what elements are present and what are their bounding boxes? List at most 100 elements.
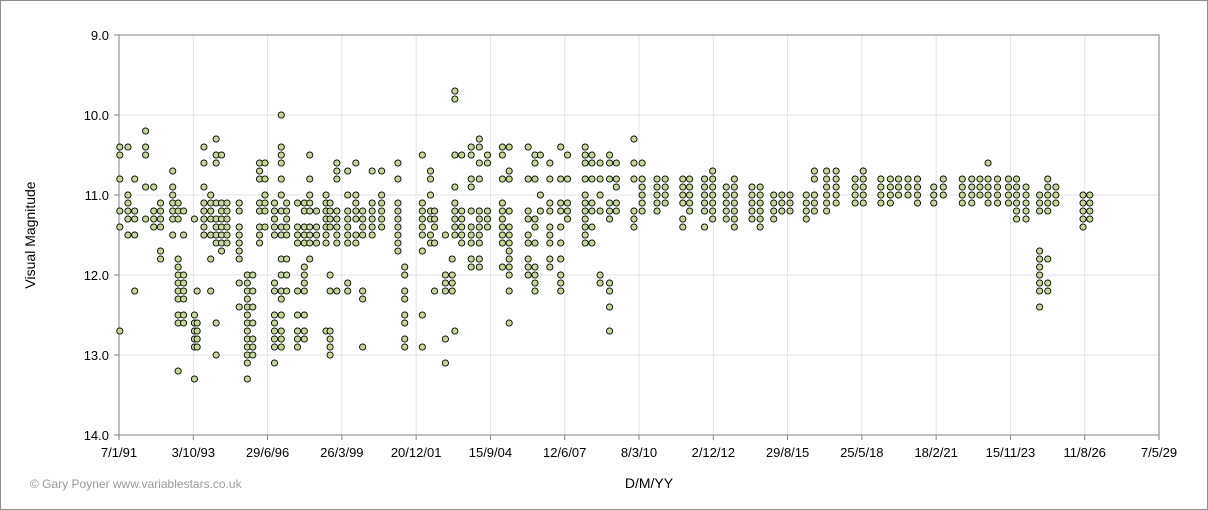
data-point [180,207,188,215]
data-point [431,223,439,231]
data-point [270,199,279,207]
data-point [1079,223,1087,231]
data-point [458,223,466,231]
data-point [300,263,308,271]
data-point [498,199,506,207]
data-point [352,191,360,199]
data-point [249,319,257,327]
data-point [426,175,435,183]
data-point [306,151,314,159]
data-point [312,207,321,215]
data-point [131,215,139,223]
y-axis-title: Visual Magnitude [22,181,38,288]
data-point [174,367,182,375]
data-point [1036,279,1044,287]
data-point [306,175,314,183]
data-point [709,191,717,199]
x-tick-label: 15/11/23 [986,445,1036,460]
data-point [200,143,208,151]
data-point [401,271,409,279]
data-point [939,175,947,183]
data-point [270,223,279,231]
data-point [475,135,483,143]
data-point [448,287,456,295]
data-point [169,191,177,199]
data-point [563,175,572,183]
data-point [458,239,466,247]
data-point [748,207,756,215]
data-point [730,191,738,199]
data-point [431,287,439,295]
data-point [458,151,466,159]
data-point [588,239,596,247]
data-point [156,199,165,207]
data-point [483,207,492,215]
data-point [418,223,426,231]
data-point [939,183,947,191]
data-point [116,151,124,159]
y-tick-label: 12.0 [84,268,109,283]
data-point [368,223,376,231]
data-point [394,239,402,247]
data-point [401,295,409,303]
data-point [859,175,867,183]
data-point [441,231,449,239]
data-point [700,199,709,207]
data-point [116,175,124,183]
data-point [418,311,426,319]
data-point [142,183,150,191]
data-point [293,287,302,295]
data-point [451,183,459,191]
data-point [352,231,360,239]
data-point [778,191,786,199]
data-point [243,279,251,287]
data-point [344,223,352,231]
data-point [401,343,409,351]
data-point [261,207,269,215]
data-point [306,223,314,231]
data-point [638,175,646,183]
data-point [606,199,614,207]
data-point [1044,175,1052,183]
data-point [1044,191,1052,199]
y-tick-label: 14.0 [84,428,109,443]
data-point [612,183,620,191]
data-point [686,175,694,183]
x-tick-label: 7/5/29 [1141,445,1177,460]
data-point [131,287,139,295]
data-point [630,135,638,143]
data-point [984,191,992,199]
data-point [1086,191,1094,199]
data-point [475,143,483,151]
data-point [531,175,539,183]
data-point [653,207,661,215]
data-point [563,207,572,215]
data-point [441,359,449,367]
data-point [441,271,449,279]
data-point [1036,303,1044,311]
data-point [312,231,321,239]
data-point [700,175,709,183]
data-point [700,223,709,231]
data-point [235,199,243,207]
data-point [359,215,367,223]
data-point [467,143,475,151]
data-point [886,199,894,207]
data-point [498,263,506,271]
data-point [394,175,402,183]
data-point [306,239,314,247]
data-point [524,215,532,223]
data-point [498,239,506,247]
data-point [270,215,279,223]
data-point [531,279,539,287]
data-point [451,151,459,159]
data-point [653,199,661,207]
data-point [467,175,475,183]
data-point [277,191,285,199]
data-point [180,271,188,279]
data-point [1079,199,1087,207]
data-point [524,207,532,215]
data-point [467,151,475,159]
data-point [581,207,589,215]
